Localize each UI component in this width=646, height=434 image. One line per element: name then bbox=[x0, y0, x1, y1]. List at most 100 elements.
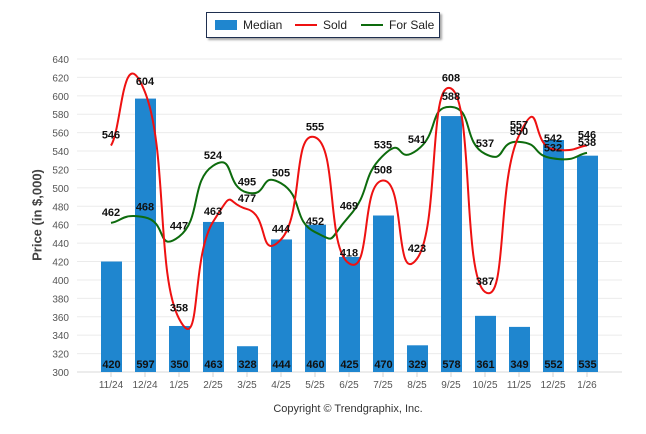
y-tick-label: 360 bbox=[52, 313, 69, 324]
sold-point-label: 546 bbox=[102, 130, 120, 142]
legend-item-for-sale[interactable]: For Sale bbox=[361, 13, 434, 37]
sold-line bbox=[110, 72, 588, 330]
median-bar bbox=[305, 224, 326, 372]
for-sale-line-swatch-icon bbox=[361, 24, 383, 26]
sold-point-label: 477 bbox=[238, 193, 256, 205]
median-bar bbox=[441, 116, 462, 372]
y-tick-label: 480 bbox=[52, 202, 69, 213]
median-swatch-icon bbox=[215, 20, 237, 30]
y-tick-label: 600 bbox=[52, 92, 69, 103]
data-labels: 420 597 350 463 328 444 460 425 470 329 578 361 349 5… bbox=[102, 72, 597, 371]
for-sale-point-label: 524 bbox=[204, 150, 223, 162]
y-tick-label: 460 bbox=[52, 221, 69, 232]
sold-point-label: 358 bbox=[170, 303, 188, 315]
median-bar bbox=[543, 140, 564, 372]
median-bar-label: 425 bbox=[340, 359, 358, 371]
for-sale-point-label: 469 bbox=[340, 200, 358, 212]
for-sale-point-label: 447 bbox=[170, 221, 188, 233]
median-bar bbox=[407, 345, 428, 372]
x-tick-label: 6/25 bbox=[339, 380, 359, 391]
median-bar bbox=[475, 315, 496, 372]
for-sale-line bbox=[110, 105, 588, 243]
median-bar bbox=[203, 221, 224, 372]
for-sale-point-label: 537 bbox=[476, 138, 494, 150]
x-tick-label: 9/25 bbox=[441, 380, 461, 391]
y-tick-label: 540 bbox=[52, 147, 69, 158]
sold-point-label: 387 bbox=[476, 276, 494, 288]
for-sale-point-label: 452 bbox=[306, 216, 324, 228]
sold-point-label: 418 bbox=[340, 247, 358, 259]
median-bar-label: 349 bbox=[510, 359, 528, 371]
for-sale-point-label: 538 bbox=[578, 137, 596, 149]
sold-point-label: 604 bbox=[136, 76, 155, 88]
for-sale-point-label: 468 bbox=[136, 201, 154, 213]
median-bar-label: 463 bbox=[204, 359, 222, 371]
median-bar bbox=[373, 215, 394, 372]
y-tick-label: 400 bbox=[52, 276, 69, 287]
sold-point-label: 608 bbox=[442, 72, 460, 84]
y-tick-label: 640 bbox=[52, 55, 69, 66]
sold-line-swatch-icon bbox=[295, 24, 317, 26]
y-tick-label: 340 bbox=[52, 331, 69, 342]
for-sale-point-label: 541 bbox=[408, 134, 426, 146]
x-tick-label: 11/24 bbox=[99, 380, 124, 391]
x-tick-label: 2/25 bbox=[203, 380, 223, 391]
sold-point-label: 444 bbox=[272, 223, 291, 235]
x-tick-label: 4/25 bbox=[271, 380, 291, 391]
median-bar-label: 420 bbox=[102, 359, 120, 371]
median-bar bbox=[135, 98, 156, 372]
median-bar-label: 460 bbox=[306, 359, 324, 371]
legend-item-median[interactable]: Median bbox=[215, 13, 282, 37]
median-bar-label: 444 bbox=[272, 359, 291, 371]
y-tick-label: 620 bbox=[52, 73, 69, 84]
median-bar bbox=[101, 261, 122, 372]
y-tick-label: 380 bbox=[52, 294, 69, 305]
median-bar-label: 578 bbox=[442, 359, 460, 371]
median-bar-label: 470 bbox=[374, 359, 392, 371]
median-bar-label: 329 bbox=[408, 359, 426, 371]
x-tick-label: 11/25 bbox=[507, 380, 532, 391]
median-bar bbox=[271, 239, 292, 372]
x-tick-label: 5/25 bbox=[305, 380, 325, 391]
median-bar bbox=[339, 256, 360, 372]
for-sale-point-label: 535 bbox=[374, 140, 392, 152]
sold-point-label: 423 bbox=[408, 243, 426, 255]
x-axis-ticks: 11/24 12/24 1/25 2/25 3/25 4/25 5/25 6/25 7/25 8/… bbox=[99, 372, 597, 391]
for-sale-point-label: 588 bbox=[442, 91, 460, 103]
for-sale-point-label: 495 bbox=[238, 176, 256, 188]
sold-point-label: 542 bbox=[544, 133, 562, 145]
x-tick-label: 10/25 bbox=[472, 380, 497, 391]
median-bar bbox=[237, 346, 258, 372]
median-bar-label: 328 bbox=[238, 359, 256, 371]
for-sale-point-label: 550 bbox=[510, 126, 528, 138]
y-tick-label: 520 bbox=[52, 165, 69, 176]
x-tick-label: 3/25 bbox=[237, 380, 257, 391]
median-bars bbox=[101, 98, 598, 372]
y-tick-label: 300 bbox=[52, 368, 69, 379]
for-sale-point-label: 505 bbox=[272, 167, 290, 179]
y-tick-label: 500 bbox=[52, 184, 69, 195]
sold-point-label: 555 bbox=[306, 121, 324, 133]
y-axis-title: Price (in $,000) bbox=[29, 169, 45, 261]
legend-item-sold[interactable]: Sold bbox=[295, 13, 347, 37]
median-bar bbox=[509, 326, 530, 372]
for-sale-point-label: 462 bbox=[102, 207, 120, 219]
median-bar-label: 552 bbox=[544, 359, 562, 371]
x-tick-label: 12/25 bbox=[540, 380, 565, 391]
y-tick-label: 440 bbox=[52, 239, 69, 250]
copyright-text: Copyright © Trendgraphix, Inc. bbox=[273, 403, 423, 415]
median-bar bbox=[577, 155, 598, 372]
x-tick-label: 1/26 bbox=[577, 380, 597, 391]
x-tick-label: 8/25 bbox=[407, 380, 427, 391]
y-tick-label: 320 bbox=[52, 350, 69, 361]
median-bar-label: 350 bbox=[170, 359, 188, 371]
median-bar-label: 597 bbox=[136, 359, 154, 371]
sold-point-label: 546 bbox=[578, 130, 596, 142]
y-tick-label: 420 bbox=[52, 258, 69, 269]
for-sale-point-label: 532 bbox=[544, 142, 562, 154]
median-bar-label: 361 bbox=[476, 359, 494, 371]
median-bar bbox=[169, 325, 190, 372]
x-tick-label: 12/24 bbox=[132, 380, 157, 391]
x-tick-label: 7/25 bbox=[373, 380, 393, 391]
